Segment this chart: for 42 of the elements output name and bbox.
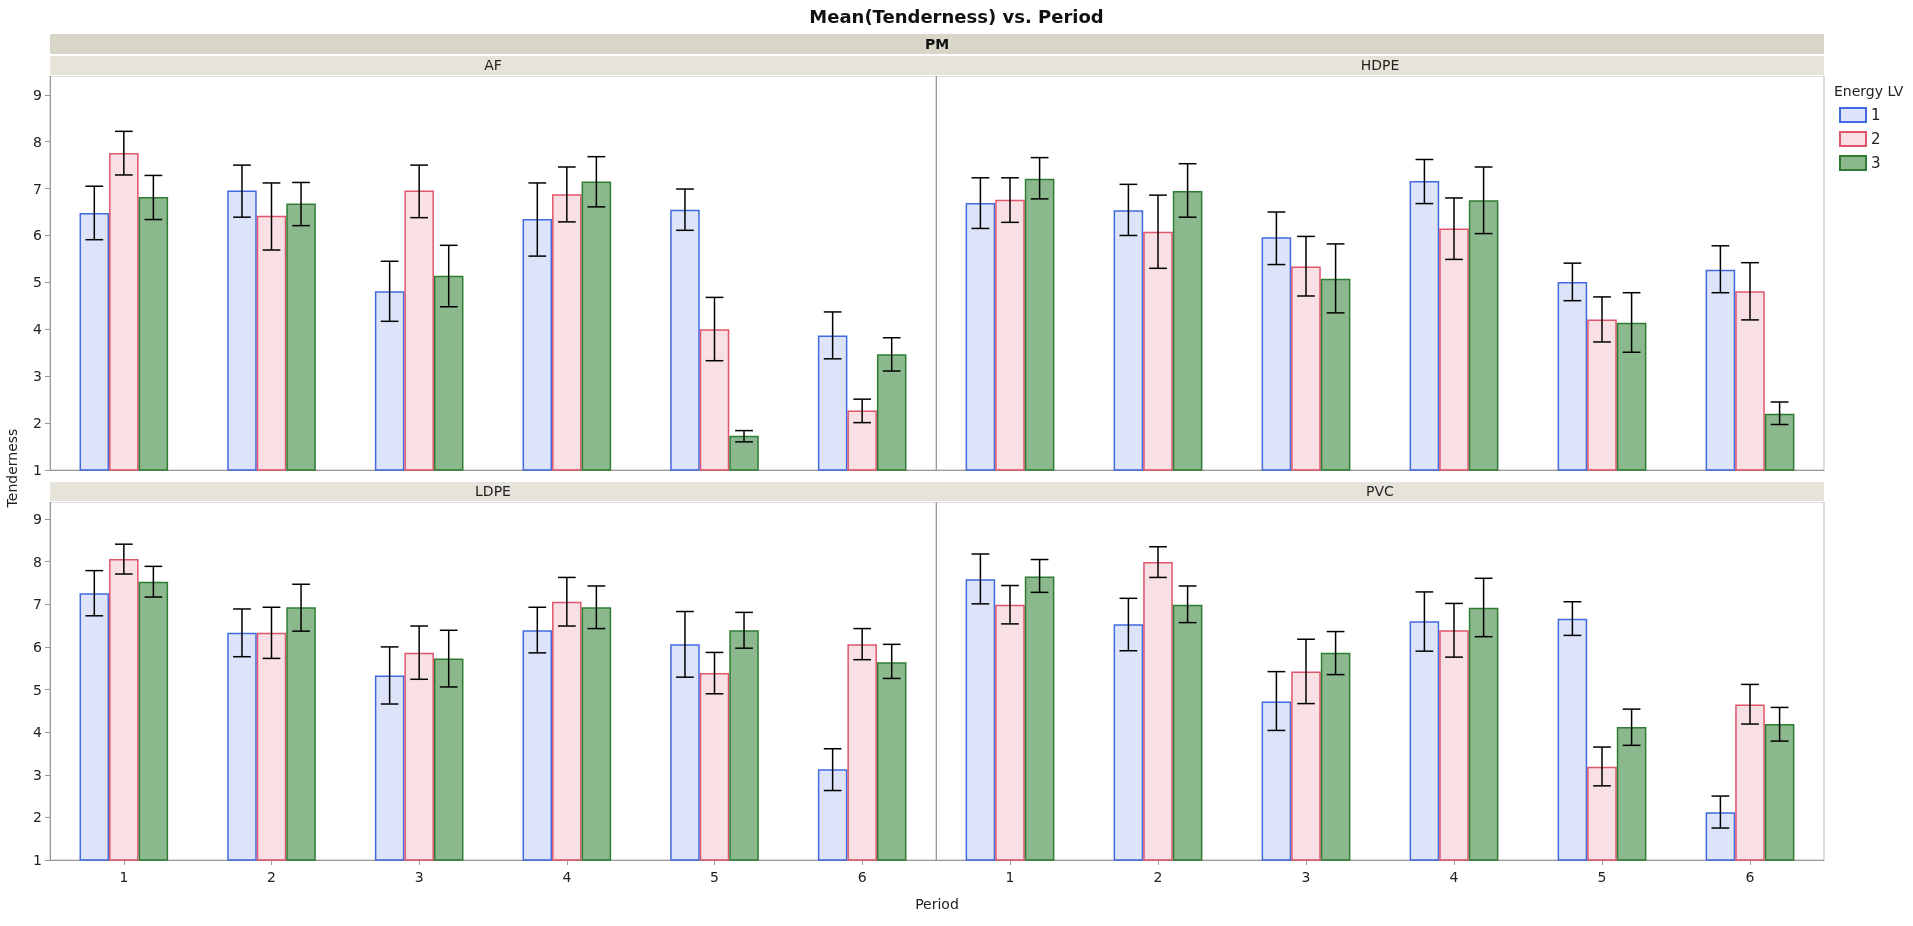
x-tick-label: 2 [267,869,276,885]
text: PM [50,34,1824,54]
chart-title: LDPE [50,482,936,501]
y-tick-label: 4 [33,321,43,338]
x-tick-label: 1 [1005,869,1015,885]
x-tick-label: 2 [1153,869,1163,885]
chart-title: HDPE [936,56,1824,75]
y-tick-label: 4 [33,724,43,741]
chart-title: PVC [936,482,1824,501]
y-tick-label: 7 [33,596,42,613]
x-tick-label: 4 [1449,869,1459,885]
legend-title: Energy LV [1834,83,1904,99]
x-tick-label: 1 [119,869,129,885]
legend-label: 2 [1871,130,1881,148]
legend-label: 3 [1871,154,1881,172]
x-axis-title: Period [914,896,960,912]
text: Mean(Tenderness) vs. Period [808,6,1105,27]
y-tick-label: 5 [33,681,42,698]
x-tick-label: 3 [1301,869,1311,885]
y-axis-title: Tenderness [4,428,20,508]
y-tick-label: 6 [33,638,43,655]
y-tick-label: 2 [33,809,42,826]
y-tick-label: 3 [33,368,42,385]
x-tick-label: 5 [710,869,719,885]
y-tick-label: 7 [33,180,42,197]
y-tick-label: 8 [33,553,42,570]
legend-label: 1 [1871,106,1881,124]
y-tick-label: 1 [33,462,42,478]
y-tick-label: 5 [33,274,42,291]
y-tick-label: 9 [33,511,42,528]
y-tick-label: 1 [33,852,42,868]
x-tick-label: 6 [857,869,867,885]
x-tick-label: 4 [562,869,572,885]
y-tick-label: 2 [33,415,42,432]
x-tick-label: 6 [1745,869,1755,885]
x-tick-label: 3 [414,869,424,885]
chart-title: AF [50,56,936,75]
y-tick-label: 6 [33,227,43,244]
y-tick-label: 3 [33,766,42,783]
x-tick-label: 5 [1597,869,1607,885]
y-tick-label: 8 [33,133,42,150]
y-tick-label: 9 [33,86,42,103]
